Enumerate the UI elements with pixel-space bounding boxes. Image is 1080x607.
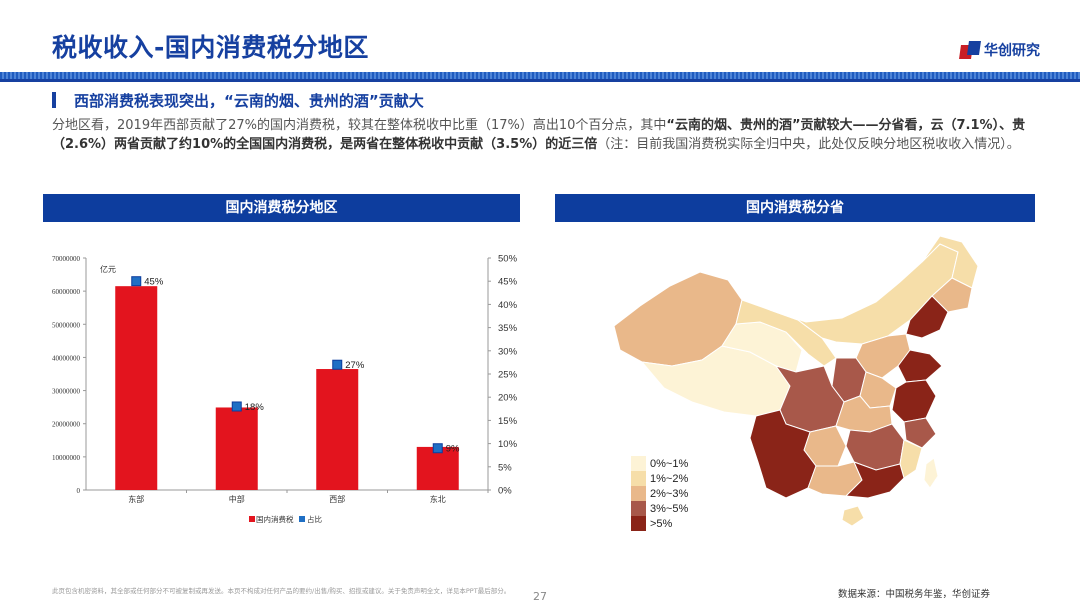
data-label: 9%	[446, 444, 460, 455]
map-legend-item: 3%~5%	[631, 501, 688, 516]
y-tick-label: 40000000	[52, 354, 81, 362]
map-region-zhejiang	[903, 417, 937, 449]
map-legend-label: 0%~1%	[650, 457, 689, 470]
bar-东北	[416, 446, 459, 490]
y-tick-label: 50000000	[52, 321, 81, 329]
region-bar-chart: 0 10000000 20000000 30000000 40000000 5000000…	[52, 254, 518, 525]
map-legend-label: >5%	[650, 517, 673, 530]
panel-title-region: 国内消费税分地区	[43, 194, 520, 222]
province-choropleth-map	[613, 235, 979, 527]
data-source: 数据来源：中国税务年鉴，华创证券	[838, 589, 991, 600]
dot-中部	[231, 401, 242, 412]
bar-西部	[316, 369, 359, 490]
y-unit-label: 亿元	[100, 264, 116, 274]
y2-tick-label: 30%	[498, 346, 518, 357]
y2-tick-label: 50%	[498, 254, 518, 265]
x-tick-label: 东北	[430, 494, 446, 504]
brand-logo: 华创研究	[959, 40, 1040, 60]
map-region-jiangsu-anhui	[891, 379, 937, 423]
y2-tick-label: 0%	[498, 486, 512, 497]
dot-东北	[432, 443, 443, 454]
map-legend-label: 2%~3%	[650, 487, 689, 500]
map-legend-swatch	[631, 486, 646, 501]
map-legend-swatch	[631, 516, 646, 531]
dot-西部	[332, 359, 343, 370]
logo-text: 华创研究	[984, 43, 1040, 59]
section-subtitle: 西部消费税表现突出，“云南的烟、贵州的酒”贡献大	[74, 92, 424, 110]
data-label: 27%	[345, 360, 365, 371]
bar-东部	[115, 286, 158, 490]
y2-tick-label: 45%	[498, 277, 518, 288]
bar-中部	[215, 407, 258, 490]
y-tick-label: 60000000	[52, 288, 81, 296]
footer-disclaimer: 此页包含机密资料，其全部或任何部分不可被复制或再发送。本页不构成对任何产品的要约…	[52, 587, 511, 595]
y-tick-label: 70000000	[52, 255, 81, 263]
map-region-jilin	[931, 277, 973, 313]
y2-tick-label: 40%	[498, 300, 518, 311]
map-legend-swatch	[631, 501, 646, 516]
y2-tick-label: 20%	[498, 393, 518, 404]
y-tick-label: 20000000	[52, 421, 81, 429]
map-legend: 0%~1% 1%~2% 2%~3% 3%~5% >5%	[631, 456, 688, 531]
y2-tick-label: 10%	[498, 439, 518, 450]
summary-text-2: （注：目前我国消费税实际全归中央，此处仅反映分地区税收收入情况）。	[597, 137, 1020, 152]
legend-label-bar: 国内消费税	[256, 514, 294, 524]
legend-swatch-dot	[299, 516, 305, 522]
legend-swatch-bar	[249, 516, 255, 522]
legend-label-dot: 占比	[307, 514, 322, 524]
y-tick-label: 30000000	[52, 388, 81, 396]
logo-icon	[959, 41, 981, 59]
y2-tick-label: 15%	[498, 416, 518, 427]
y2-tick-label: 25%	[498, 370, 518, 381]
map-legend-swatch	[631, 456, 646, 471]
page-title: 税收收入-国内消费税分地区	[52, 33, 369, 62]
y2-tick-label: 5%	[498, 462, 512, 473]
map-region-taiwan	[923, 457, 939, 489]
y2-tick-label: 35%	[498, 323, 518, 334]
panel-title-province: 国内消费税分省	[555, 194, 1035, 222]
header-divider	[0, 72, 1080, 82]
map-legend-swatch	[631, 471, 646, 486]
map-legend-label: 1%~2%	[650, 472, 689, 485]
x-tick-label: 西部	[329, 494, 345, 504]
y-tick-label: 10000000	[52, 454, 81, 462]
map-legend-item: 2%~3%	[631, 486, 688, 501]
map-legend-item: 0%~1%	[631, 456, 688, 471]
page-number: 27	[533, 590, 547, 603]
data-label: 45%	[144, 277, 164, 288]
subtitle-marker	[52, 92, 56, 108]
summary-text-1: 分地区看，2019年西部贡献了27%的国内消费税，较其在整体税收中比重（17%）…	[52, 118, 667, 133]
data-label: 18%	[245, 402, 265, 413]
map-region-guangdong	[844, 461, 905, 499]
map-region-hainan	[841, 505, 865, 527]
map-legend-item: >5%	[631, 516, 688, 531]
x-tick-label: 东部	[128, 494, 144, 504]
map-legend-label: 3%~5%	[650, 502, 689, 515]
x-tick-label: 中部	[229, 494, 245, 504]
map-legend-item: 1%~2%	[631, 471, 688, 486]
y-tick-label: 0	[77, 487, 81, 495]
summary-paragraph: 分地区看，2019年西部贡献了27%的国内消费税，较其在整体税收中比重（17%）…	[52, 116, 1037, 154]
dot-东部	[131, 276, 142, 287]
summary-highlight: “云南的烟、贵州的酒”贡献较大——分省看，云（7.1%）、贵（2.6%）两省贡献…	[52, 118, 1026, 152]
